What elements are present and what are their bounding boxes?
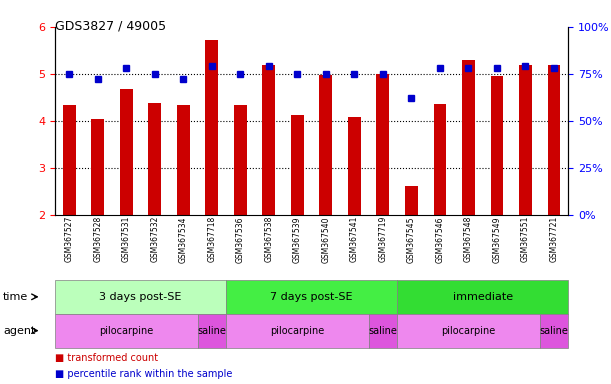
Bar xyxy=(148,103,161,215)
Text: saline: saline xyxy=(540,326,568,336)
Text: agent: agent xyxy=(3,326,35,336)
Bar xyxy=(491,76,503,215)
Bar xyxy=(320,75,332,215)
Text: immediate: immediate xyxy=(453,292,513,302)
Text: GDS3827 / 49005: GDS3827 / 49005 xyxy=(55,19,166,32)
Bar xyxy=(205,40,218,215)
Bar xyxy=(63,105,76,215)
Bar xyxy=(291,115,304,215)
Text: ■ transformed count: ■ transformed count xyxy=(55,353,158,363)
Bar xyxy=(234,105,247,215)
Bar xyxy=(434,104,446,215)
Text: 7 days post-SE: 7 days post-SE xyxy=(270,292,353,302)
Text: pilocarpine: pilocarpine xyxy=(270,326,324,336)
Text: ■ percentile rank within the sample: ■ percentile rank within the sample xyxy=(55,369,232,379)
Bar xyxy=(376,74,389,215)
Bar xyxy=(91,119,104,215)
Text: pilocarpine: pilocarpine xyxy=(99,326,153,336)
Bar xyxy=(348,117,360,215)
Bar xyxy=(519,65,532,215)
Bar xyxy=(177,105,189,215)
Bar xyxy=(262,65,275,215)
Bar xyxy=(405,187,418,215)
Text: time: time xyxy=(3,292,28,302)
Text: 3 days post-SE: 3 days post-SE xyxy=(100,292,181,302)
Text: pilocarpine: pilocarpine xyxy=(441,326,496,336)
Bar xyxy=(120,89,133,215)
Bar xyxy=(547,65,560,215)
Bar xyxy=(462,60,475,215)
Text: saline: saline xyxy=(368,326,397,336)
Text: saline: saline xyxy=(197,326,226,336)
